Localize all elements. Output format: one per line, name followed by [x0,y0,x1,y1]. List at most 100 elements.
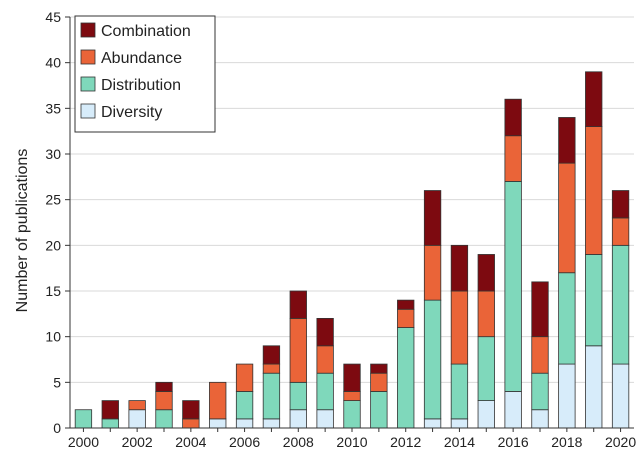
legend-label-abundance: Abundance [101,50,182,67]
bar-segment-abundance-2003 [155,391,173,411]
bar-segment-combination-2009 [316,317,334,347]
bar-segment-combination-2011 [370,363,388,374]
bar-segment-diversity-2008 [289,409,307,429]
bar-segment-distribution-2011 [370,391,388,429]
y-tick-label: 0 [53,420,61,436]
bar-segment-distribution-2010 [343,400,361,429]
bar-segment-abundance-2020 [611,217,630,246]
bar-segment-distribution-2020 [611,244,630,365]
bar-segment-abundance-2013 [423,244,442,301]
bar-segment-combination-2004 [182,400,200,420]
bar-segment-combination-2014 [450,244,469,292]
bar-segment-combination-2020 [611,190,630,219]
bar-segment-combination-2001 [101,400,119,420]
bar-segment-abundance-2007 [262,363,281,374]
bars [74,71,630,429]
bar-segment-distribution-2018 [558,272,576,365]
bar-segment-abundance-2015 [477,290,495,338]
y-tick-label: 45 [45,9,61,25]
x-tick-label: 2018 [551,434,582,450]
bar-segment-abundance-2002 [128,400,146,411]
bar-segment-abundance-2004 [182,418,200,429]
x-tick-label: 2008 [283,434,314,450]
bar-segment-abundance-2018 [558,162,576,274]
bar-segment-combination-2012 [397,299,415,310]
bar-segment-distribution-2007 [262,372,281,420]
y-tick-label: 10 [45,329,61,345]
bar-segment-distribution-2009 [316,372,334,411]
bar-segment-diversity-2017 [531,409,549,429]
x-tick-label: 2002 [122,434,153,450]
bar-segment-combination-2016 [504,98,522,137]
bar-segment-abundance-2019 [585,126,603,255]
bar-segment-diversity-2013 [423,418,442,429]
bar-segment-distribution-2003 [155,409,173,429]
bar-segment-abundance-2010 [343,391,361,402]
y-tick-label: 25 [45,192,61,208]
legend-swatch-diversity [80,103,96,119]
y-tick-label: 20 [45,237,61,253]
bar-segment-distribution-2006 [235,391,254,420]
bar-segment-diversity-2002 [128,409,146,429]
bar-segment-abundance-2008 [289,317,307,383]
bar-segment-combination-2010 [343,363,361,392]
bar-segment-distribution-2017 [531,372,549,411]
bar-segment-distribution-2014 [450,363,469,420]
bar-segment-abundance-2017 [531,336,549,374]
bar-segment-abundance-2011 [370,372,388,392]
bar-segment-distribution-2001 [101,418,119,429]
y-tick-label: 5 [53,374,61,390]
bar-segment-abundance-2014 [450,290,469,365]
y-tick-label: 40 [45,55,61,71]
bar-segment-diversity-2016 [504,391,522,429]
bar-segment-combination-2018 [558,117,576,164]
legend-swatch-abundance [80,49,96,65]
legend-label-combination: Combination [101,23,191,40]
x-tick-labels: 2000 2002 2004 2006 2008 2010 2012 2014 2016 2018… [68,434,637,450]
x-tick-label: 2010 [336,434,367,450]
bar-segment-distribution-2016 [504,180,522,392]
bar-segment-diversity-2020 [611,363,630,429]
bar-segment-diversity-2015 [477,400,495,429]
bar-segment-diversity-2014 [450,418,469,429]
bar-segment-combination-2007 [262,345,281,365]
bar-segment-combination-2003 [155,381,173,392]
y-tick-labels: 0 5 10 15 20 25 30 35 40 45 [45,9,61,436]
legend-swatch-combination [80,22,96,38]
legend-swatch-distribution [80,76,96,92]
bar-segment-abundance-2012 [397,308,415,328]
bar-segment-abundance-2006 [235,363,254,392]
x-tick-label: 2000 [68,434,99,450]
bar-segment-combination-2015 [477,254,495,292]
bar-segment-combination-2008 [289,290,307,319]
bar-segment-distribution-2013 [423,299,442,420]
bar-segment-combination-2019 [585,71,603,128]
bar-segment-distribution-2008 [289,381,307,411]
legend: Combination Abundance Distribution Diversit… [74,15,216,133]
y-axis-label: Number of publications [14,149,31,313]
legend-label-distribution: Distribution [101,77,181,94]
bar-segment-abundance-2016 [504,135,522,182]
bar-segment-distribution-2015 [477,336,495,402]
bar-segment-abundance-2009 [316,345,334,374]
bar-segment-distribution-2000 [74,409,93,429]
x-tick-label: 2004 [175,434,206,450]
x-tick-label: 2006 [229,434,260,450]
axes [65,16,634,432]
x-tick-label: 2020 [605,434,636,450]
bar-segment-diversity-2009 [316,409,334,429]
y-tick-label: 30 [45,146,61,162]
bar-segment-combination-2013 [423,190,442,246]
bar-segment-diversity-2005 [209,418,227,429]
bar-segment-distribution-2019 [585,254,603,347]
legend-box [74,15,216,133]
bar-segment-abundance-2005 [209,381,227,420]
x-tick-label: 2016 [498,434,529,450]
bar-segment-distribution-2012 [397,327,415,429]
bar-segment-diversity-2006 [235,418,254,429]
x-tick-label: 2014 [444,434,475,450]
y-tick-label: 15 [45,283,61,299]
bar-segment-diversity-2018 [558,363,576,429]
x-tick-label: 2012 [390,434,421,450]
